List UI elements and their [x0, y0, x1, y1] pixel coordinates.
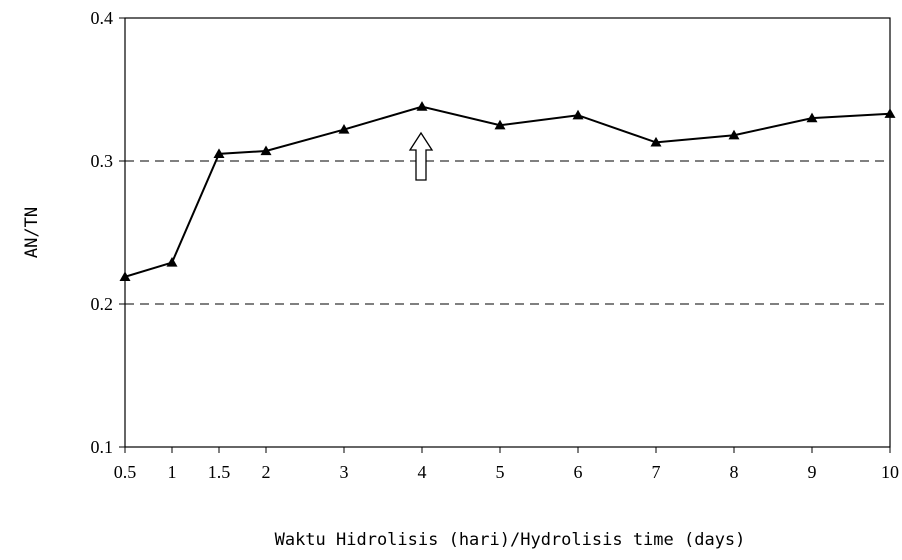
data-point-triangle	[166, 257, 178, 267]
data-point-triangle	[884, 108, 896, 118]
x-tick-label: 6	[574, 462, 583, 482]
data-point-triangle	[806, 112, 818, 123]
y-axis-ticks: 0.1 0.2 0.3 0.4	[91, 8, 125, 457]
x-tick-label: 2	[262, 462, 271, 482]
data-point-triangle	[494, 119, 506, 130]
data-point-triangle	[260, 145, 272, 156]
x-tick-label: 3	[340, 462, 349, 482]
grid-lines	[125, 160, 890, 305]
x-tick-label: 10	[881, 462, 899, 482]
x-tick-label: 8	[730, 462, 739, 482]
series-markers	[119, 101, 896, 281]
x-axis-title: Waktu Hidrolisis (hari)/Hydrolisis time …	[275, 530, 746, 550]
data-point-triangle	[119, 271, 131, 281]
x-axis-ticks: 0.5 1 1.5 2 3 4 5 6 7 8 9 10	[114, 447, 899, 482]
y-tick-label: 0.1	[91, 437, 114, 457]
data-point-triangle	[572, 109, 584, 120]
series-line	[124, 105, 891, 278]
y-tick-label: 0.3	[91, 151, 114, 171]
x-tick-label: 4	[418, 462, 427, 482]
y-tick-label: 0.2	[91, 294, 114, 314]
data-point-triangle	[416, 101, 428, 111]
x-tick-label: 9	[808, 462, 817, 482]
data-point-triangle	[728, 129, 740, 140]
plot-area-frame	[124, 17, 891, 448]
data-point-triangle	[213, 148, 225, 158]
x-tick-label: 7	[652, 462, 661, 482]
y-axis-title: AN/TN	[22, 207, 42, 258]
up-arrow-icon	[408, 131, 434, 181]
x-tick-label: 0.5	[114, 462, 137, 482]
y-tick-label: 0.4	[91, 8, 114, 28]
data-point-triangle	[338, 124, 350, 134]
x-tick-label: 1	[168, 462, 177, 482]
x-tick-label: 1.5	[208, 462, 231, 482]
x-tick-label: 5	[496, 462, 505, 482]
data-point-triangle	[650, 136, 662, 147]
